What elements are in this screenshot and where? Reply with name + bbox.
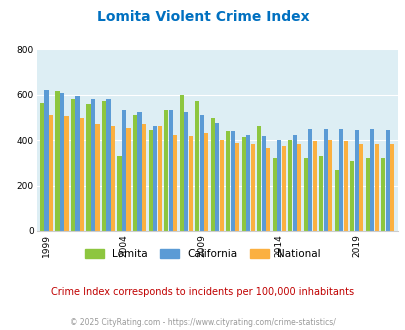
Bar bbox=[91, 99, 95, 231]
Bar bbox=[44, 90, 49, 231]
Bar bbox=[204, 133, 208, 231]
Bar bbox=[183, 112, 188, 231]
Bar bbox=[49, 115, 53, 231]
Bar bbox=[312, 141, 316, 231]
Bar bbox=[338, 129, 343, 231]
Bar bbox=[265, 148, 270, 231]
Bar bbox=[288, 140, 292, 231]
Bar bbox=[148, 130, 152, 231]
Bar bbox=[327, 140, 332, 231]
Bar bbox=[126, 128, 130, 231]
Bar bbox=[194, 101, 199, 231]
Bar bbox=[281, 146, 285, 231]
Bar bbox=[292, 135, 296, 231]
Bar bbox=[215, 123, 219, 231]
Bar bbox=[40, 103, 44, 231]
Bar bbox=[276, 140, 281, 231]
Bar bbox=[318, 156, 323, 231]
Bar bbox=[323, 129, 327, 231]
Bar bbox=[60, 93, 64, 231]
Text: Lomita Violent Crime Index: Lomita Violent Crime Index bbox=[96, 10, 309, 24]
Bar bbox=[133, 115, 137, 231]
Bar bbox=[122, 110, 126, 231]
Bar bbox=[307, 129, 312, 231]
Bar bbox=[365, 158, 369, 231]
Bar bbox=[188, 136, 192, 231]
Bar bbox=[137, 112, 141, 231]
Bar bbox=[241, 137, 245, 231]
Bar bbox=[199, 115, 203, 231]
Bar bbox=[261, 136, 265, 231]
Bar bbox=[374, 144, 378, 231]
Bar bbox=[256, 125, 261, 231]
Bar bbox=[230, 131, 234, 231]
Bar bbox=[385, 130, 389, 231]
Bar bbox=[245, 135, 250, 231]
Bar bbox=[164, 110, 168, 231]
Bar bbox=[210, 117, 214, 231]
Bar bbox=[153, 125, 157, 231]
Bar bbox=[272, 158, 276, 231]
Bar bbox=[369, 129, 373, 231]
Bar bbox=[157, 125, 162, 231]
Bar bbox=[102, 101, 106, 231]
Bar bbox=[168, 110, 173, 231]
Bar bbox=[303, 158, 307, 231]
Bar bbox=[86, 104, 91, 231]
Bar bbox=[343, 141, 347, 231]
Bar bbox=[296, 144, 301, 231]
Bar bbox=[219, 140, 223, 231]
Bar bbox=[349, 161, 354, 231]
Bar bbox=[106, 99, 111, 231]
Bar bbox=[95, 124, 100, 231]
Bar bbox=[179, 95, 183, 231]
Bar bbox=[234, 143, 239, 231]
Bar bbox=[142, 124, 146, 231]
Legend: Lomita, California, National: Lomita, California, National bbox=[85, 248, 320, 259]
Bar bbox=[358, 144, 362, 231]
Bar bbox=[64, 116, 68, 231]
Bar bbox=[173, 135, 177, 231]
Bar bbox=[389, 144, 394, 231]
Bar bbox=[354, 130, 358, 231]
Bar bbox=[111, 125, 115, 231]
Bar bbox=[75, 96, 80, 231]
Bar bbox=[380, 158, 384, 231]
Bar bbox=[250, 144, 254, 231]
Text: Crime Index corresponds to incidents per 100,000 inhabitants: Crime Index corresponds to incidents per… bbox=[51, 287, 354, 297]
Bar bbox=[80, 117, 84, 231]
Bar bbox=[55, 91, 60, 231]
Bar bbox=[71, 99, 75, 231]
Bar bbox=[226, 131, 230, 231]
Bar bbox=[334, 170, 338, 231]
Text: © 2025 CityRating.com - https://www.cityrating.com/crime-statistics/: © 2025 CityRating.com - https://www.city… bbox=[70, 318, 335, 327]
Bar bbox=[117, 156, 121, 231]
